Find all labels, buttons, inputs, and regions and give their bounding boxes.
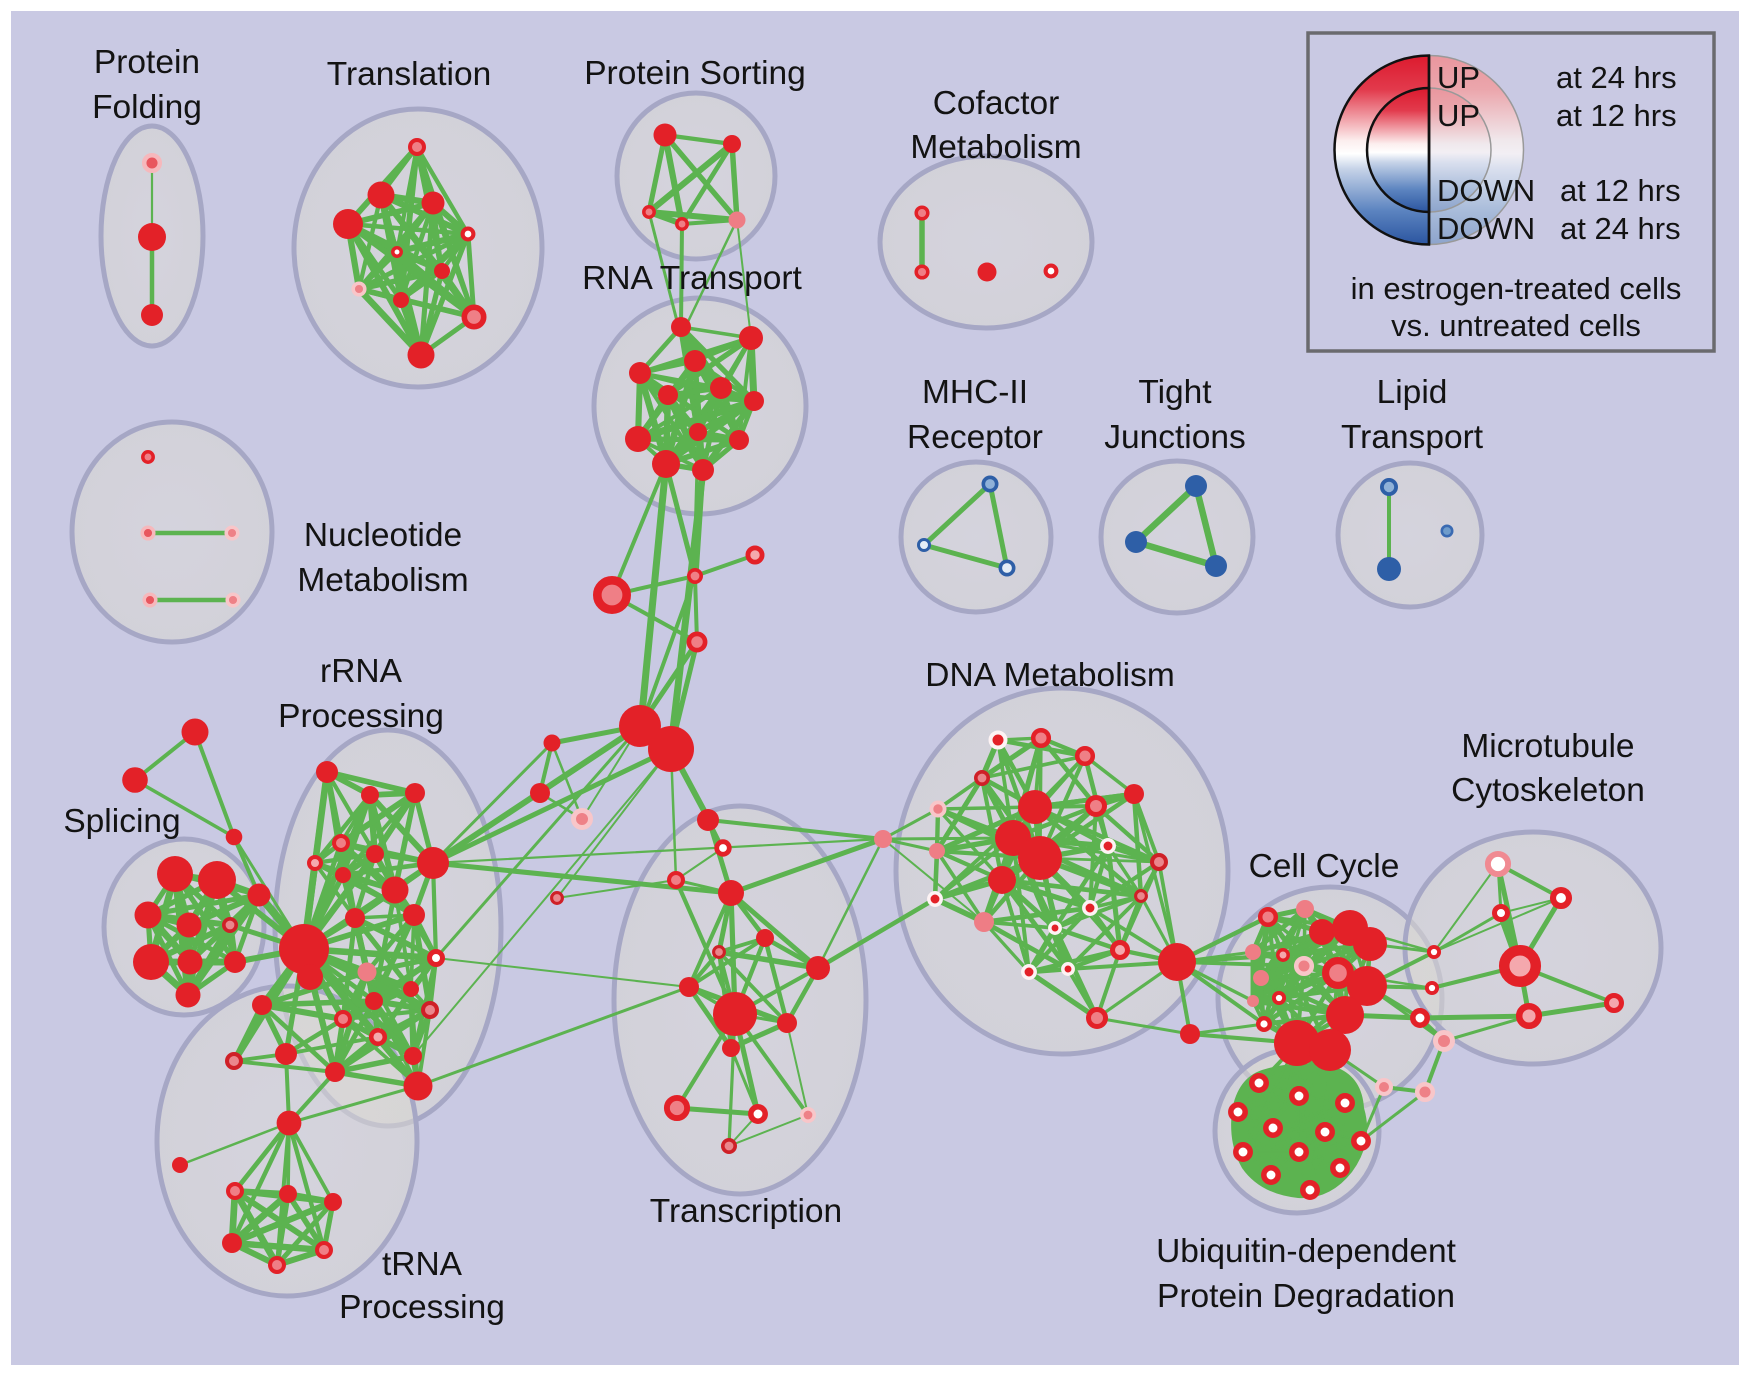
svg-text:Translation: Translation (327, 56, 491, 93)
svg-text:DOWN: DOWN (1437, 211, 1535, 246)
svg-text:at 24 hrs: at 24 hrs (1556, 60, 1677, 95)
svg-text:at 12 hrs: at 12 hrs (1560, 173, 1681, 208)
svg-text:vs. untreated cells: vs. untreated cells (1391, 308, 1641, 343)
svg-text:Metabolism: Metabolism (910, 129, 1081, 166)
svg-text:Cytoskeleton: Cytoskeleton (1451, 772, 1645, 809)
svg-text:Folding: Folding (92, 89, 202, 126)
svg-text:Protein Sorting: Protein Sorting (584, 55, 806, 92)
svg-text:UP: UP (1437, 98, 1480, 133)
svg-text:Splicing: Splicing (63, 803, 180, 840)
svg-text:tRNA: tRNA (382, 1246, 463, 1283)
svg-text:in estrogen-treated cells: in estrogen-treated cells (1351, 271, 1682, 306)
svg-text:rRNA: rRNA (320, 653, 403, 690)
svg-text:Metabolism: Metabolism (297, 562, 468, 599)
svg-text:Ubiquitin-dependent: Ubiquitin-dependent (1156, 1233, 1457, 1270)
svg-text:Microtubule: Microtubule (1461, 728, 1634, 765)
svg-text:Cell Cycle: Cell Cycle (1249, 848, 1400, 885)
svg-text:Cofactor: Cofactor (933, 85, 1060, 122)
svg-text:Transcription: Transcription (650, 1193, 842, 1230)
svg-text:Lipid: Lipid (1377, 374, 1448, 411)
svg-text:Junctions: Junctions (1104, 419, 1246, 456)
svg-text:Processing: Processing (339, 1289, 505, 1326)
svg-text:at 12 hrs: at 12 hrs (1556, 98, 1677, 133)
svg-text:at 24 hrs: at 24 hrs (1560, 211, 1681, 246)
svg-text:RNA Transport: RNA Transport (582, 260, 802, 297)
svg-text:UP: UP (1437, 60, 1480, 95)
svg-text:Receptor: Receptor (907, 419, 1043, 456)
svg-text:MHC-II: MHC-II (922, 374, 1028, 411)
svg-text:Nucleotide: Nucleotide (304, 517, 462, 554)
svg-text:Protein Degradation: Protein Degradation (1157, 1278, 1455, 1315)
svg-text:Transport: Transport (1341, 419, 1484, 456)
svg-text:Tight: Tight (1138, 374, 1212, 411)
svg-text:DNA Metabolism: DNA Metabolism (925, 657, 1174, 694)
svg-text:Protein: Protein (94, 44, 200, 81)
svg-text:DOWN: DOWN (1437, 173, 1535, 208)
svg-text:Processing: Processing (278, 698, 444, 735)
